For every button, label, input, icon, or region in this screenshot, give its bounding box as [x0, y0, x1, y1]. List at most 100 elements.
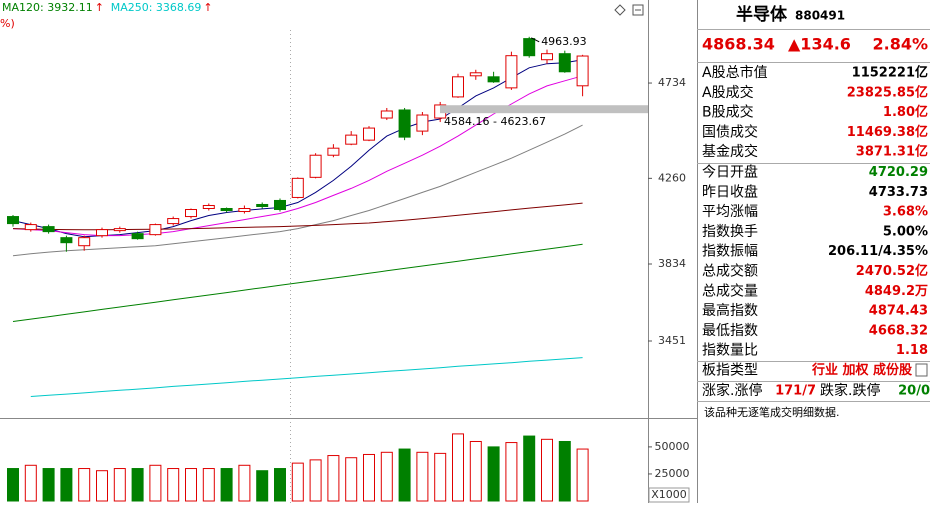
row-label: 国债成交 — [702, 123, 758, 140]
breadth-down-label: 跌家.跌停 — [820, 382, 880, 399]
candle-body — [452, 76, 464, 98]
candle-body — [345, 134, 358, 145]
volume-bar — [256, 470, 269, 502]
row-value: 4849.2万 — [865, 284, 928, 299]
candle-body — [42, 226, 55, 233]
row-label: 总成交量 — [702, 282, 758, 299]
candle-body — [78, 237, 91, 247]
candle-body — [7, 216, 19, 225]
candle-body — [274, 199, 286, 211]
volume-bar — [274, 468, 286, 502]
candle-body — [291, 177, 304, 198]
volume-bar — [416, 451, 429, 502]
candle-body — [541, 53, 553, 61]
row-value: 3.68% — [883, 205, 928, 220]
candle-body — [185, 209, 197, 218]
y-tick-label: 3834 — [658, 257, 686, 270]
ma-line — [12, 124, 583, 257]
volume-bar — [380, 451, 393, 502]
volume-bar — [24, 464, 37, 502]
row-label: 板指类型 — [702, 363, 758, 379]
candle-body — [149, 224, 162, 236]
volume-unit: X1000 — [651, 488, 687, 501]
row-value: 4668.32 — [869, 323, 928, 338]
volume-bar — [202, 468, 215, 502]
row-label: 指数换手 — [702, 223, 758, 240]
ma-line — [12, 243, 583, 322]
ma-line — [30, 357, 583, 397]
volume-bar — [42, 468, 55, 502]
volume-bar — [96, 470, 108, 502]
volume-bar — [78, 468, 91, 502]
breadth-down: 20/0 — [898, 384, 930, 399]
row-label: B股成交 — [702, 104, 754, 121]
candle-body — [487, 76, 500, 83]
row-value: 行业 加权 成份股 — [811, 362, 912, 378]
row-value: 11469.38亿 — [847, 124, 928, 140]
row-value: 4733.73 — [869, 185, 928, 200]
candle-body — [60, 237, 73, 244]
y-tick-label: 4260 — [658, 171, 686, 184]
breadth-up: 171/7 — [775, 384, 816, 399]
y-tick-label: 4734 — [658, 76, 686, 89]
row-label: 指数振幅 — [702, 244, 758, 260]
candle-body — [576, 55, 589, 87]
candle-body — [202, 204, 215, 210]
gap-label: 4584.16 - 4623.67 — [444, 115, 546, 128]
index-code: 880491 — [795, 9, 845, 23]
note: 该品种无逐笔成交明细数据. — [704, 405, 840, 419]
window-icon[interactable] — [632, 4, 644, 16]
gap-band — [440, 105, 648, 114]
volume-bar — [505, 442, 518, 502]
volume-bar — [60, 468, 73, 502]
ma-trend-arrow: ↑ — [95, 1, 104, 14]
board-icon — [915, 363, 928, 377]
change: ▲134.6 — [788, 35, 851, 54]
row-label: 平均涨幅 — [702, 204, 758, 220]
change-pct: 2.84% — [872, 35, 928, 54]
volume-bar — [238, 464, 251, 502]
row-label: 昨日收盘 — [702, 183, 758, 200]
row-label: 最低指数 — [702, 323, 758, 339]
volume-bar — [541, 438, 553, 502]
row-value: 206.11/4.35% — [828, 244, 928, 259]
row-value: 5.00% — [883, 224, 928, 239]
row-value: 3871.31亿 — [856, 144, 928, 160]
candle-body — [256, 203, 269, 207]
breadth-up-label: 涨家.涨停 — [702, 382, 762, 399]
diamond-icon[interactable] — [614, 4, 626, 16]
candle-body — [469, 72, 482, 77]
row-value: 1.80亿 — [883, 104, 928, 120]
volume-bar — [149, 464, 162, 502]
row-value: 4874.43 — [869, 304, 928, 319]
volume-bar — [558, 440, 571, 502]
candle-body — [558, 53, 571, 73]
row-value: 23825.85亿 — [847, 84, 928, 100]
volume-bar — [345, 457, 358, 502]
volume-bar — [469, 440, 482, 502]
volume-bar — [487, 446, 500, 502]
volume-bar — [309, 459, 322, 502]
row-label: A股总市值 — [702, 64, 768, 81]
row-value: 1152221亿 — [852, 65, 928, 81]
candle-body — [220, 208, 233, 212]
row-label: 今日开盘 — [702, 164, 758, 181]
volume-bar — [327, 455, 340, 502]
volume-bar — [576, 448, 589, 502]
ma-legend: MA120: 3932.11 — [2, 1, 93, 14]
candle-body — [309, 154, 322, 178]
row-label: 指数量比 — [702, 343, 758, 359]
volume-bar — [131, 468, 144, 502]
candle-body — [363, 127, 375, 141]
price: 4868.34 — [702, 35, 775, 54]
corner-label: %) — [0, 17, 15, 30]
candle-body — [398, 109, 411, 138]
row-label: 总成交额 — [702, 263, 758, 280]
volume-bar — [7, 468, 19, 502]
volume-bar — [434, 452, 447, 502]
row-value: 2470.52亿 — [856, 263, 928, 279]
y-tick-label: 3451 — [658, 334, 686, 347]
candle-body — [24, 224, 37, 231]
